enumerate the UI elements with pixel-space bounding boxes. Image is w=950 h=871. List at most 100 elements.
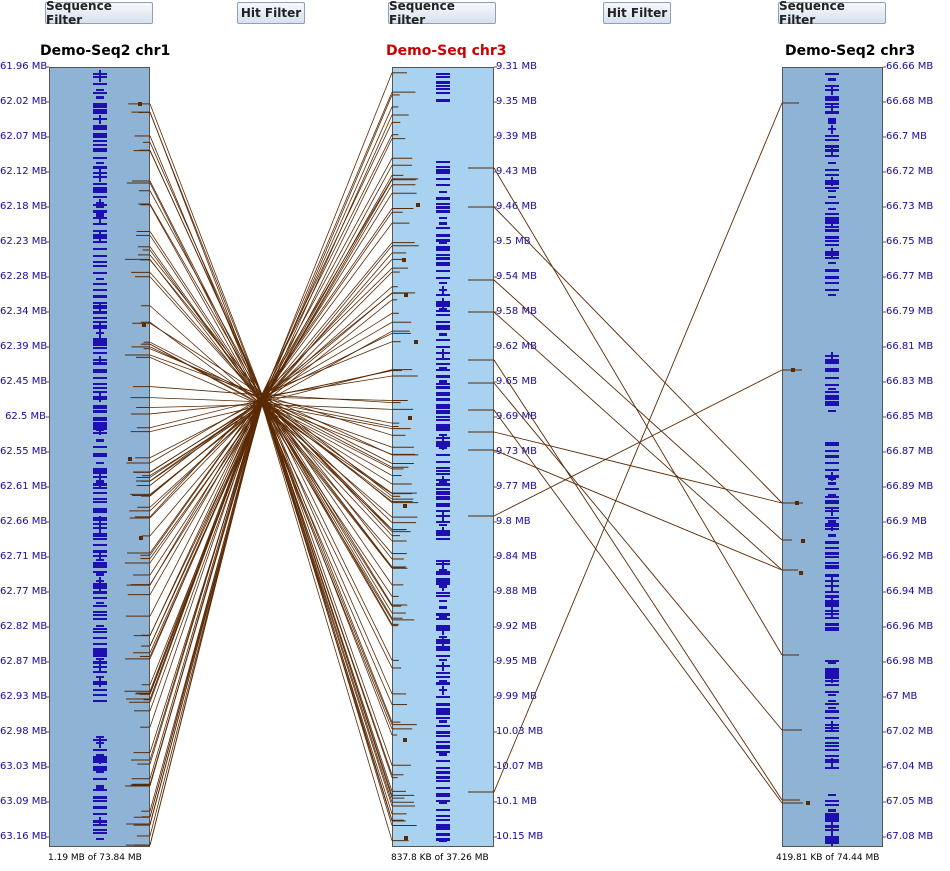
gene-stripe-left bbox=[93, 223, 107, 225]
hit-connector bbox=[261, 395, 393, 586]
gene-stripe-right bbox=[828, 410, 836, 412]
gene-stripe-middle bbox=[442, 512, 444, 521]
gene-stripe-middle bbox=[436, 682, 450, 685]
tick-label-right: 66.87 MB bbox=[886, 446, 934, 457]
gene-stripe-middle bbox=[436, 819, 450, 821]
tick-label-left: 63.16 MB bbox=[0, 831, 48, 842]
tick-label-middle: 9.77 MB bbox=[496, 481, 537, 492]
gene-stripe-middle bbox=[436, 428, 450, 431]
hit-connector bbox=[149, 322, 263, 396]
sequence-filter-button-right[interactable]: Sequence Filter bbox=[778, 0, 886, 27]
gene-stripe-right bbox=[828, 121, 836, 124]
hit-connector bbox=[493, 382, 783, 731]
tick-label-left: 62.98 MB bbox=[0, 726, 48, 737]
hit-filter-button-left[interactable]: Hit Filter bbox=[237, 2, 305, 24]
sequence-filter-button-left[interactable]: Sequence Filter bbox=[45, 0, 153, 27]
gene-stripe-right bbox=[825, 174, 839, 176]
hit-connector bbox=[261, 122, 393, 395]
gene-stripe-middle bbox=[436, 521, 450, 523]
gene-stripe-middle bbox=[436, 339, 450, 341]
gene-stripe-right bbox=[825, 269, 839, 272]
hit-connector bbox=[149, 259, 263, 406]
hit-connector bbox=[149, 305, 263, 406]
gene-stripe-left bbox=[93, 492, 107, 494]
gene-stripe-right bbox=[825, 502, 839, 504]
hit-connector bbox=[149, 404, 263, 508]
gene-stripe-middle bbox=[436, 394, 450, 396]
hit-connector bbox=[149, 254, 263, 396]
hit-marker bbox=[791, 368, 795, 372]
tick-label-left: 62.02 MB bbox=[0, 96, 48, 107]
gene-stripe-middle bbox=[436, 419, 450, 421]
gene-stripe-left bbox=[93, 648, 107, 651]
gene-stripe-left bbox=[93, 125, 107, 128]
gene-stripe-middle bbox=[436, 533, 450, 536]
gene-stripe-left bbox=[99, 473, 101, 482]
gene-stripe-right bbox=[825, 257, 839, 259]
hit-marker bbox=[142, 323, 146, 327]
hit-connector bbox=[261, 267, 393, 396]
hit-filter-button-right[interactable]: Hit Filter bbox=[603, 2, 671, 24]
gene-stripe-left bbox=[93, 800, 107, 802]
gene-stripe-right bbox=[825, 567, 839, 569]
gene-stripe-right bbox=[825, 804, 839, 806]
hit-connector bbox=[261, 394, 393, 456]
gene-stripe-middle bbox=[442, 441, 444, 450]
gene-stripe-right bbox=[825, 668, 839, 670]
gene-stripe-middle bbox=[436, 410, 450, 412]
gene-stripe-left bbox=[93, 813, 107, 815]
gene-stripe-middle bbox=[436, 92, 450, 94]
gene-stripe-middle bbox=[436, 369, 450, 371]
hit-connector bbox=[149, 396, 263, 787]
gene-stripe-right bbox=[825, 629, 839, 631]
gene-stripe-middle bbox=[436, 197, 450, 200]
gene-stripe-middle bbox=[436, 592, 450, 594]
gene-stripe-left bbox=[93, 455, 107, 457]
hit-marker bbox=[139, 536, 143, 540]
gene-stripe-left bbox=[93, 829, 107, 831]
gene-stripe-middle bbox=[436, 375, 450, 378]
tick-label-middle: 9.62 MB bbox=[496, 341, 537, 352]
gene-stripe-middle bbox=[436, 838, 450, 841]
gene-stripe-middle bbox=[436, 171, 450, 174]
gene-stripe-middle bbox=[436, 358, 450, 360]
gene-stripe-left bbox=[93, 383, 107, 385]
footer-middle: 837.8 KB of 37.26 MB bbox=[391, 853, 489, 863]
tick-label-right: 66.98 MB bbox=[886, 656, 934, 667]
gene-stripe-right bbox=[825, 276, 839, 279]
gene-stripe-right bbox=[828, 482, 836, 485]
gene-stripe-left bbox=[99, 524, 101, 533]
gene-stripe-left bbox=[96, 676, 104, 678]
tick-label-right: 66.77 MB bbox=[886, 271, 934, 282]
gene-stripe-left bbox=[96, 573, 104, 576]
gene-stripe-left bbox=[96, 96, 104, 99]
gene-stripe-left bbox=[93, 535, 107, 537]
sequence-filter-button-middle[interactable]: Sequence Filter bbox=[388, 0, 496, 27]
gene-stripe-left bbox=[93, 204, 107, 206]
gene-stripe-right bbox=[825, 111, 839, 114]
gene-stripe-middle bbox=[436, 99, 450, 102]
gene-stripe-left bbox=[93, 498, 107, 500]
hit-connector bbox=[493, 431, 783, 504]
gene-stripe-right bbox=[825, 670, 839, 672]
gene-stripe-right bbox=[825, 813, 839, 815]
gene-stripe-right bbox=[825, 517, 839, 519]
hit-connector bbox=[149, 397, 263, 464]
gene-stripe-right bbox=[825, 370, 839, 372]
gene-stripe-right bbox=[831, 472, 833, 481]
gene-stripe-middle bbox=[442, 286, 444, 295]
gene-stripe-left bbox=[93, 387, 107, 389]
gene-stripe-middle bbox=[436, 646, 450, 649]
gene-stripe-left bbox=[93, 302, 107, 304]
hit-marker bbox=[801, 539, 805, 543]
hit-connector bbox=[149, 397, 263, 703]
gene-stripe-right bbox=[825, 842, 839, 844]
gene-stripe-middle bbox=[436, 493, 450, 495]
gene-stripe-left bbox=[93, 417, 107, 419]
hit-connector bbox=[261, 94, 393, 403]
hit-connector bbox=[493, 102, 783, 793]
gene-stripe-middle bbox=[439, 802, 447, 804]
gene-stripe-left bbox=[93, 796, 107, 799]
gene-stripe-right bbox=[828, 78, 836, 81]
gene-stripe-middle bbox=[436, 787, 450, 789]
